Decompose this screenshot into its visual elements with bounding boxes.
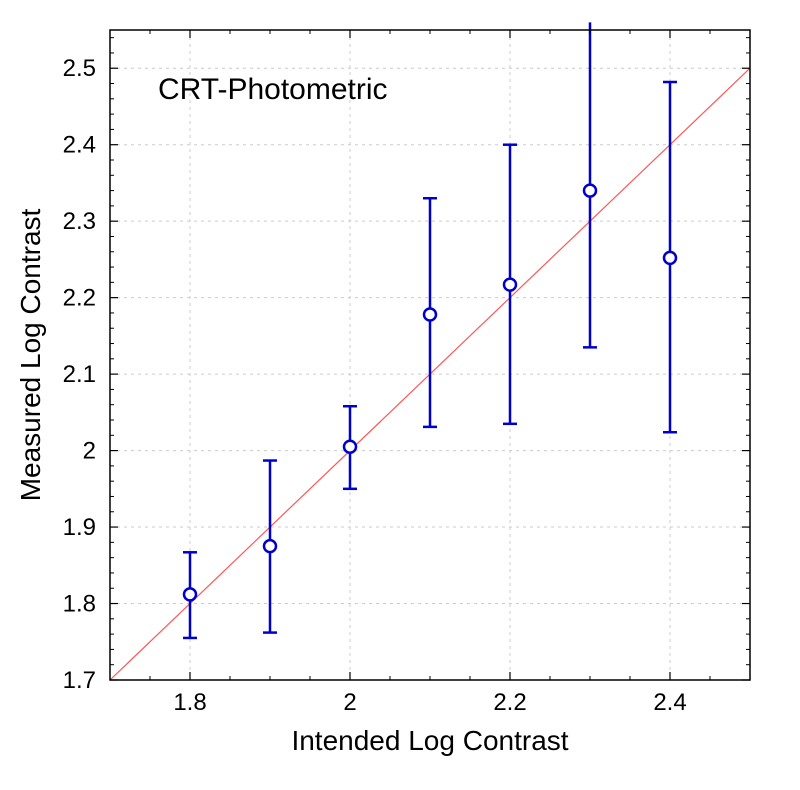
x-axis-label: Intended Log Contrast — [291, 725, 568, 756]
ytick-label: 2.2 — [63, 285, 96, 312]
data-marker — [664, 252, 676, 264]
data-marker — [264, 540, 276, 552]
ytick-label: 1.8 — [63, 591, 96, 618]
y-axis-label: Measured Log Contrast — [15, 208, 46, 501]
ytick-label: 2.4 — [63, 132, 96, 159]
data-marker — [584, 185, 596, 197]
data-marker — [344, 441, 356, 453]
ytick-label: 2.3 — [63, 208, 96, 235]
data-marker — [504, 279, 516, 291]
ytick-label: 2.1 — [63, 361, 96, 388]
ytick-label: 2 — [83, 438, 96, 465]
xtick-label: 2.4 — [653, 689, 686, 716]
xtick-label: 2.2 — [493, 689, 526, 716]
chart-title: CRT-Photometric — [158, 73, 388, 106]
ytick-label: 1.7 — [63, 667, 96, 694]
xtick-label: 1.8 — [173, 689, 206, 716]
xtick-label: 2 — [343, 689, 356, 716]
chart-container: 1.8 2 2.2 2.4 1.7 1.8 1.9 2 2.1 2.2 2.3 2.4 2.5 CRT-P… — [0, 0, 800, 790]
ytick-label: 1.9 — [63, 514, 96, 541]
data-marker — [184, 588, 196, 600]
errorbar-chart: 1.8 2 2.2 2.4 1.7 1.8 1.9 2 2.1 2.2 2.3 2.4 2.5 CRT-P… — [0, 0, 800, 790]
data-marker — [424, 308, 436, 320]
ytick-label: 2.5 — [63, 55, 96, 82]
